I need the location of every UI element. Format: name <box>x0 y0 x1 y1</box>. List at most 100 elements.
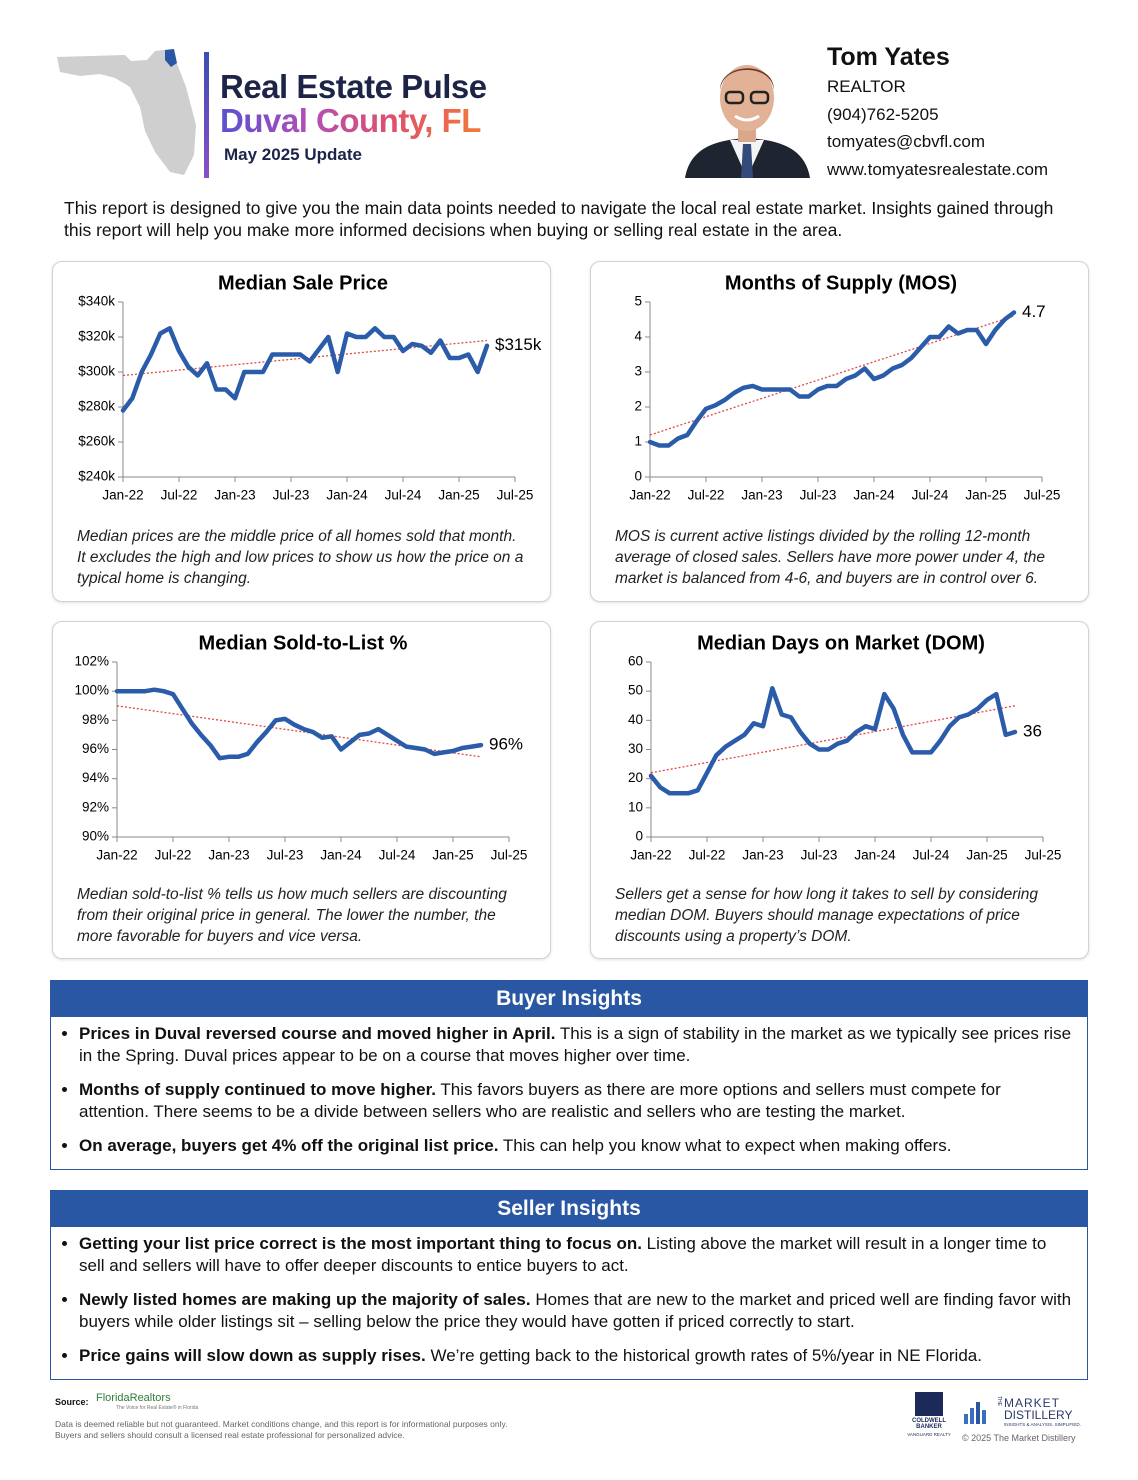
insight-lead: Newly listed homes are making up the maj… <box>79 1290 531 1309</box>
chart-caption: Sellers get a sense for how long it take… <box>615 886 1039 945</box>
agent-role: REALTOR <box>827 77 906 96</box>
chart-caption: MOS is current active listings divided b… <box>615 528 1045 587</box>
chart-title: Median Sale Price <box>218 272 388 294</box>
report-subtitle: Duval County, FL <box>220 102 481 139</box>
data-line <box>120 326 490 413</box>
seller-insights: Seller Insights Getting your list price … <box>50 1190 1088 1380</box>
data-line <box>114 687 484 761</box>
x-tick-label: Jan-25 <box>966 848 1007 863</box>
x-tick-label: Jan-22 <box>96 848 137 863</box>
x-tick-label: Jul-25 <box>491 848 528 863</box>
chart: Median Sale Price $240k $260k $280k $300k $32… <box>78 272 542 503</box>
x-tick-label: Jul-22 <box>688 488 725 503</box>
y-tick-label: 92% <box>82 799 109 814</box>
copyright: © 2025 The Market Distillery <box>962 1433 1076 1443</box>
x-tick-label: Jul-22 <box>161 488 198 503</box>
section-title: Buyer Insights <box>51 981 1087 1017</box>
chart: Months of Supply (MOS) 0 1 2 3 4 5 Jan-22 Jul-22… <box>629 272 1061 503</box>
source-tagline: The Voice for Real Estate® in Florida <box>116 1405 199 1411</box>
y-tick-label: 0 <box>634 469 642 484</box>
insight-list: Prices in Duval reversed course and move… <box>51 1023 1087 1169</box>
disclaimer: Data is deemed reliable but not guarante… <box>55 1419 508 1440</box>
x-tick-label: Jan-25 <box>965 488 1006 503</box>
x-tick-label: Jan-22 <box>629 488 670 503</box>
insight-lead: Months of supply continued to move highe… <box>79 1080 436 1099</box>
x-tick-label: Jan-24 <box>853 488 895 503</box>
section-title: Seller Insights <box>51 1191 1087 1227</box>
insight: Newly listed homes are making up the maj… <box>79 1289 1073 1333</box>
distillery-tagline: INSIGHTS & ANALYSIS. SIMPLIFIED. <box>1004 1422 1081 1427</box>
insight-text: Listing above the market will result in … <box>79 1234 1047 1275</box>
insight-text: This is a sign of stability in the marke… <box>79 1024 1072 1065</box>
y-tick-label: 4 <box>634 329 642 344</box>
chart-title: Median Sold-to-List % <box>199 632 408 654</box>
x-tick-label: Jul-23 <box>267 848 304 863</box>
chart: Median Days on Market (DOM) 0 10 20 30 40 50 60… <box>628 632 1061 863</box>
y-tick-label: $240k <box>78 469 115 484</box>
y-tick-label: $320k <box>78 329 115 344</box>
data-label: 4.7 <box>1022 302 1046 321</box>
agent-email[interactable]: tomyates@cbvfl.com <box>827 132 986 151</box>
x-tick-label: Jan-24 <box>326 488 368 503</box>
distillery-the: THE <box>996 1396 1002 1406</box>
trend-line <box>116 705 482 758</box>
source-label: Source: <box>55 1397 89 1407</box>
y-tick-label: 96% <box>82 741 109 756</box>
brokerage-name: COLDWELL BANKER <box>912 1418 946 1430</box>
y-tick-label: 50 <box>628 683 643 698</box>
insight-lead: Prices in Duval reversed course and move… <box>79 1024 556 1043</box>
chart-card: Median Sold-to-List % 90% 92% 94% 96% 98% 100%… <box>52 621 551 959</box>
x-tick-label: Jan-23 <box>214 488 255 503</box>
x-tick-label: Jul-23 <box>800 488 837 503</box>
report-date: May 2025 Update <box>224 145 362 164</box>
insight-text: Homes that are new to the market and pri… <box>79 1290 1072 1331</box>
chart: Median Sold-to-List % 90% 92% 94% 96% 98% 100%… <box>74 632 528 863</box>
y-tick-label: 40 <box>628 712 643 727</box>
x-tick-label: Jul-24 <box>913 848 950 863</box>
chart-card: Median Days on Market (DOM) 0 10 20 30 40 50 60… <box>590 621 1089 959</box>
y-tick-label: 20 <box>628 770 643 785</box>
x-tick-label: Jan-23 <box>742 848 783 863</box>
chart-card: Median Sale Price $240k $260k $280k $300k $32… <box>52 261 551 602</box>
x-tick-label: Jul-23 <box>273 488 310 503</box>
x-tick-label: Jul-25 <box>497 488 534 503</box>
source-logo: FloridaRealtors <box>96 1392 171 1404</box>
insight-text: This favors buyers as there are more opt… <box>79 1080 1001 1121</box>
x-tick-label: Jul-24 <box>385 488 422 503</box>
insight: Getting your list price correct is the m… <box>79 1233 1073 1277</box>
y-tick-label: 30 <box>628 741 643 756</box>
x-tick-label: Jul-24 <box>379 848 416 863</box>
x-tick-label: Jul-22 <box>155 848 192 863</box>
y-tick-label: $340k <box>78 294 115 309</box>
x-tick-label: Jan-25 <box>432 848 473 863</box>
x-tick-label: Jan-24 <box>320 848 362 863</box>
agent-website[interactable]: www.tomyatesrealestate.com <box>827 160 1049 179</box>
y-tick-label: 90% <box>82 829 109 844</box>
insight: On average, buyers get 4% off the origin… <box>79 1135 1073 1157</box>
x-tick-label: Jan-22 <box>630 848 671 863</box>
distillery-name: DISTILLERY <box>1004 1408 1073 1422</box>
y-tick-label: 100% <box>74 683 109 698</box>
y-tick-label: 10 <box>628 799 643 814</box>
header-accent-bar <box>204 52 209 178</box>
insight: Prices in Duval reversed course and move… <box>79 1023 1073 1067</box>
brokerage-sub: VANGUARD REALTY <box>907 1432 951 1437</box>
chart-card: Months of Supply (MOS) 0 1 2 3 4 5 Jan-22 Jul-22… <box>590 261 1089 602</box>
distillery-name: MARKET <box>1004 1396 1061 1410</box>
y-tick-label: $280k <box>78 399 115 414</box>
insight-lead: On average, buyers get 4% off the origin… <box>79 1136 499 1155</box>
insight: Months of supply continued to move highe… <box>79 1079 1073 1123</box>
y-tick-label: 3 <box>634 364 642 379</box>
insight-text: This can help you know what to expect wh… <box>502 1136 952 1155</box>
data-label: 36 <box>1023 721 1042 740</box>
trend-line <box>122 339 488 377</box>
y-tick-label: $260k <box>78 434 115 449</box>
data-label: 96% <box>489 735 523 754</box>
data-line <box>648 686 1018 796</box>
x-tick-label: Jul-25 <box>1024 488 1061 503</box>
distillery-icon <box>964 1402 986 1424</box>
y-tick-label: 94% <box>82 770 109 785</box>
chart-title: Median Days on Market (DOM) <box>697 632 985 654</box>
florida-map <box>57 49 196 175</box>
